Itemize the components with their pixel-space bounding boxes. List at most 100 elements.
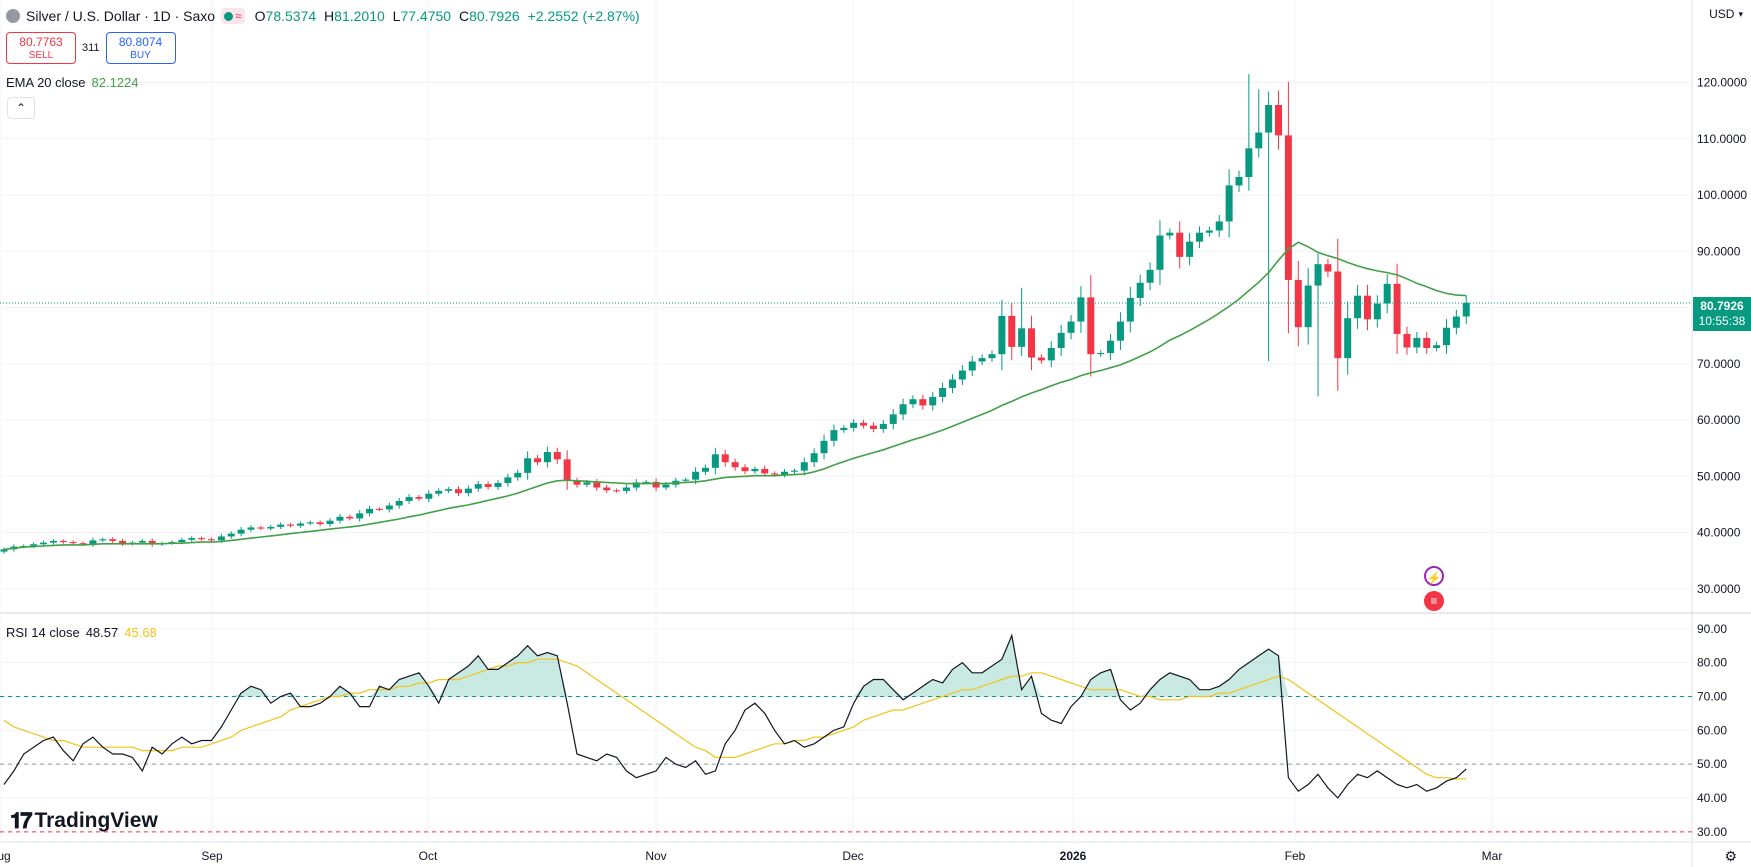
buy-price: 80.8074	[118, 35, 163, 49]
candle-body	[375, 508, 383, 510]
rsi-tick-label: 90.00	[1697, 622, 1727, 636]
candle-body	[1314, 264, 1322, 286]
candle-body	[771, 473, 779, 475]
candle-body	[59, 540, 67, 543]
candle-body	[454, 489, 462, 494]
candle-body	[1294, 279, 1302, 328]
price-tick-label: 100.0000	[1697, 188, 1747, 202]
candle-body	[1304, 285, 1312, 328]
rsi-legend[interactable]: RSI 14 close 48.57 45.68	[6, 625, 157, 640]
candle-body	[1403, 333, 1411, 348]
rsi-tick-label: 70.00	[1697, 689, 1727, 703]
spread-value: 311	[82, 42, 100, 54]
candle-body	[40, 542, 48, 545]
candle-body	[1433, 345, 1441, 348]
candle-body	[138, 540, 146, 543]
rsi-value: 48.57	[85, 625, 119, 640]
candle-body	[652, 481, 660, 488]
candle-body	[1452, 316, 1460, 328]
ohlc-readout: O78.5374 H81.2010 L77.4750 C80.7926 +2.2…	[251, 8, 640, 24]
candle-body	[474, 484, 482, 489]
buy-button[interactable]: 80.8074 BUY	[105, 32, 176, 64]
candle-body	[968, 361, 976, 371]
candle-body	[326, 520, 334, 525]
candle-body	[534, 458, 542, 463]
rsi-overbought-fill	[507, 655, 518, 697]
rsi-overbought-fill	[1229, 669, 1239, 697]
status-pill[interactable]: ≈	[221, 8, 245, 24]
candle-body	[1225, 185, 1233, 222]
rsi-tick-label: 30.00	[1697, 825, 1727, 839]
candle-body	[731, 462, 739, 468]
rsi-overbought-fill	[1258, 649, 1269, 697]
brand-name: TradingView	[34, 809, 158, 832]
candle-body	[1334, 271, 1342, 359]
candle-body	[1166, 232, 1174, 236]
sell-button[interactable]: 80.7763 SELL	[6, 32, 76, 64]
rsi-overbought-fill	[1001, 635, 1012, 697]
candle-body	[978, 358, 986, 362]
candle-body	[395, 501, 403, 506]
candle-body	[810, 453, 818, 463]
candle-body	[217, 536, 225, 541]
candle-body	[919, 399, 927, 406]
rsi-overbought-fill	[1189, 679, 1200, 697]
settings-gear-icon[interactable]: ⚙	[1724, 848, 1737, 864]
price-tick-label: 50.0000	[1697, 469, 1741, 483]
candle-body	[346, 516, 354, 519]
candle-body	[1442, 327, 1450, 346]
rsi-overbought-fill	[527, 645, 538, 697]
candle-body	[958, 370, 966, 380]
candle-body	[1146, 269, 1154, 283]
candle-body	[879, 423, 887, 429]
candle-body	[603, 487, 611, 491]
candle-body	[296, 523, 304, 526]
price-tick-label: 70.0000	[1697, 357, 1741, 371]
rsi-overbought-fill	[1179, 676, 1190, 697]
candle-body	[1087, 297, 1095, 355]
ema-legend[interactable]: EMA 20 close 82.1224	[6, 75, 139, 90]
candle-body	[1344, 318, 1352, 359]
close-key: C	[458, 8, 470, 24]
rsi-ma-value: 45.68	[124, 625, 157, 640]
candle-body	[543, 452, 551, 463]
rsi-tick-label: 40.00	[1697, 791, 1727, 805]
symbol-title[interactable]: Silver / U.S. Dollar · 1D · Saxo	[26, 8, 216, 24]
candle-body	[622, 487, 630, 491]
candle-body	[1176, 232, 1184, 257]
rsi-overbought-fill	[478, 655, 489, 697]
candle-body	[277, 524, 285, 527]
silver-icon	[6, 9, 20, 23]
high-value: 81.2010	[334, 8, 385, 24]
us-flag-event-icon[interactable]: ≡	[1424, 591, 1444, 611]
candle-body	[464, 488, 472, 494]
sell-label: SELL	[28, 50, 54, 61]
rsi-ma-line	[3, 658, 1467, 780]
buy-label: BUY	[130, 50, 151, 61]
candle-body	[484, 484, 492, 487]
candle-body	[711, 454, 719, 468]
rsi-overbought-fill	[488, 669, 498, 697]
wave-icon: ≈	[235, 9, 242, 23]
rsi-overbought-fill	[1169, 672, 1180, 697]
rsi-overbought-fill	[419, 672, 429, 697]
x-tick-label: Nov	[645, 849, 666, 863]
close-value: 80.7926	[469, 8, 520, 24]
collapse-legend-button[interactable]: ⌃	[7, 97, 35, 119]
rsi-overbought-fill	[982, 666, 992, 697]
currency-selector[interactable]: USD ▾	[1709, 7, 1743, 21]
rsi-overbought-fill	[903, 693, 913, 697]
rsi-overbought-fill	[1219, 679, 1230, 697]
candle-body	[435, 490, 443, 494]
rsi-overbought-fill	[972, 672, 983, 697]
candle-body	[820, 440, 828, 454]
candle-body	[1195, 232, 1203, 242]
event-flash-icon[interactable]: ⚡	[1424, 566, 1444, 586]
candle-body	[909, 399, 917, 405]
rsi-overbought-fill	[1239, 662, 1249, 697]
chevron-down-icon: ▾	[1738, 8, 1743, 19]
tradingview-logo[interactable]: 𝟏𝟕 TradingView	[10, 808, 158, 834]
candle-body	[237, 529, 245, 534]
candle-body	[504, 477, 512, 483]
